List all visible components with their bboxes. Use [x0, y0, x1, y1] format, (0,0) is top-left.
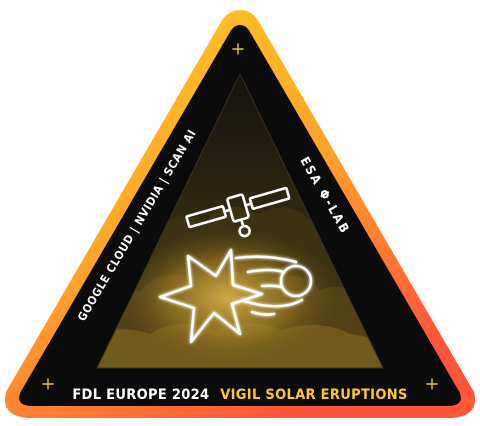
- solar-flare-icon: [158, 248, 264, 344]
- sparkle-icon: [42, 43, 438, 390]
- comet-icon: [234, 255, 313, 316]
- mission-title-main: FDL EUROPE 2024: [72, 387, 209, 403]
- mission-title-highlight: VIGIL SOLAR ERUPTIONS: [220, 387, 407, 403]
- mission-title: FDL EUROPE 2024 VIGIL SOLAR ERUPTIONS: [72, 387, 407, 403]
- satellite-icon: [185, 186, 291, 238]
